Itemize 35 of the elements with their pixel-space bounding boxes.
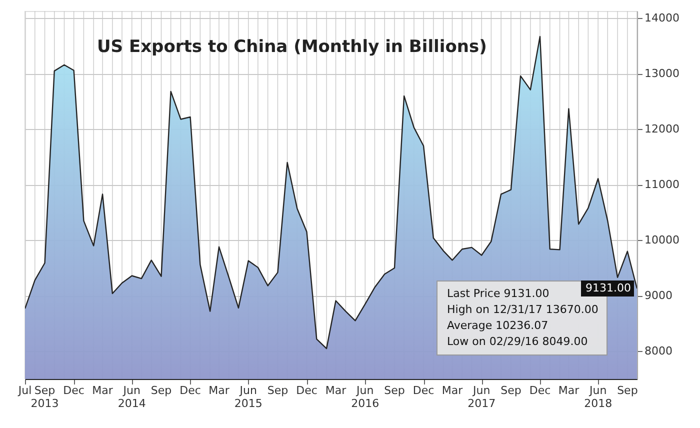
x-tick-label: Sep 2013 xyxy=(30,384,59,410)
x-tick-label: Jul xyxy=(17,384,32,397)
x-tick-label: Dec xyxy=(63,384,84,397)
y-tick-label: 12000 xyxy=(644,122,680,136)
x-tick-label: Mar xyxy=(325,384,347,397)
x-tick-label: Sep xyxy=(150,384,172,397)
x-tick-label: Mar xyxy=(442,384,464,397)
x-tick-label: Jun 2017 xyxy=(468,384,496,410)
x-tick-label: Jun 2015 xyxy=(234,384,262,410)
x-tick-label: Jun 2016 xyxy=(351,384,380,410)
x-tick-label: Sep xyxy=(617,384,638,397)
x-tick-label: Sep xyxy=(267,384,288,397)
x-tick-label: Dec xyxy=(296,384,318,397)
y-tick-label: 9000 xyxy=(644,289,672,302)
x-tick-label: Dec xyxy=(412,384,434,397)
y-tick-label: 10000 xyxy=(644,234,680,247)
text: US Exports to China (Monthly in Billions) xyxy=(97,37,487,57)
annotation: Low on 02/29/16 8049.00 xyxy=(447,335,588,348)
x-tick-label: Sep xyxy=(384,384,405,397)
x-tick-label: Mar xyxy=(208,384,230,397)
x-tick-label: Mar xyxy=(92,384,114,397)
x-tick-label: Dec xyxy=(529,384,551,397)
x-tick-label: Sep xyxy=(500,384,522,397)
y-tick-label: 8000 xyxy=(644,344,672,358)
annotation: Last Price 9131.00 xyxy=(447,287,550,300)
y-tick-label: 11000 xyxy=(644,178,680,192)
annotation: High on 12/31/17 13670.00 xyxy=(447,303,598,316)
y-tick-label: 13000 xyxy=(644,67,680,80)
x-tick-label: Jun 2018 xyxy=(584,384,612,410)
x-tick-label: Mar xyxy=(558,384,580,397)
x-tick-label: Dec xyxy=(180,384,201,397)
x-tick-label: Jun 2014 xyxy=(118,384,146,410)
y-tick-label: 14000 xyxy=(644,12,680,25)
annotation: Average 10236.07 xyxy=(447,319,548,332)
annotation: 9131.00 xyxy=(586,281,631,294)
